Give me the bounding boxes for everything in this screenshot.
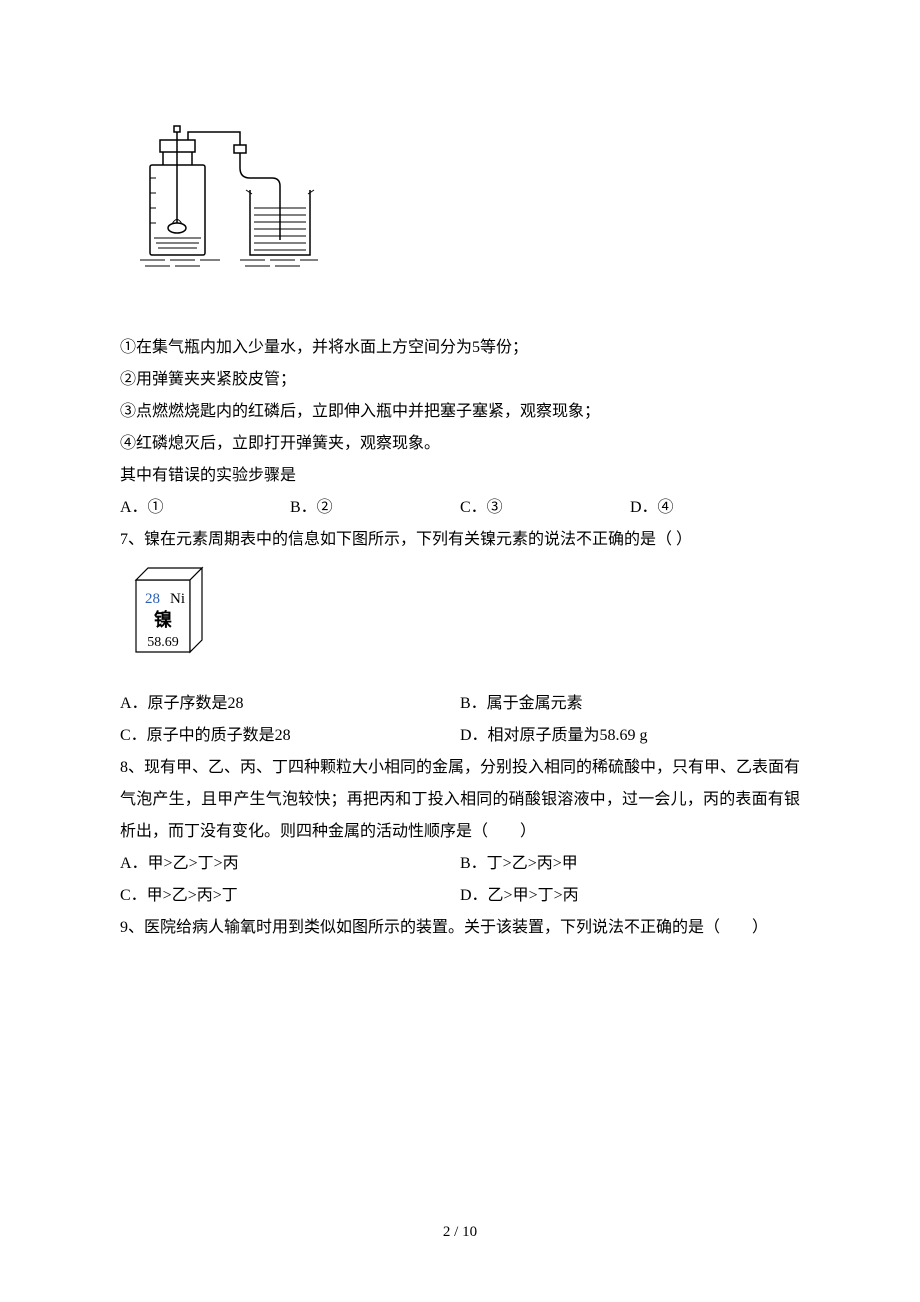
q8-opt-a: A．甲>乙>丁>丙 [120, 848, 460, 880]
q8-opt-b: B．丁>乙>丙>甲 [460, 848, 800, 880]
q9-stem: 9、医院给病人输氧时用到类似如图所示的装置。关于该装置，下列说法不正确的是（ ） [120, 912, 800, 944]
q7-options-row1: A．原子序数是28 B．属于金属元素 [120, 688, 800, 720]
q6-opt-a: A．① [120, 492, 290, 524]
q6-opt-d: D．④ [630, 492, 800, 524]
element-symbol: Ni [170, 591, 185, 607]
q7-stem: 7、镍在元素周期表中的信息如下图所示，下列有关镍元素的说法不正确的是（ ） [120, 524, 800, 556]
step-1: ①在集气瓶内加入少量水，并将水面上方空间分为5等份； [120, 332, 800, 364]
q6-opt-c: C．③ [460, 492, 630, 524]
apparatus-diagram [130, 120, 800, 292]
q8-stem: 8、现有甲、乙、丙、丁四种颗粒大小相同的金属，分别投入相同的稀硫酸中，只有甲、乙… [120, 752, 800, 848]
page: ①在集气瓶内加入少量水，并将水面上方空间分为5等份； ②用弹簧夹夹紧胶皮管； ③… [0, 0, 920, 1302]
page-footer: 2 / 10 [0, 1217, 920, 1247]
q8-opt-d: D．乙>甲>丁>丙 [460, 880, 800, 912]
step-2: ②用弹簧夹夹紧胶皮管； [120, 364, 800, 396]
q6-options: A．① B．② C．③ D．④ [120, 492, 800, 524]
element-name: 镍 [154, 609, 172, 630]
q7-opt-d: D．相对原子质量为58.69 g [460, 720, 800, 752]
q7-options-row2: C．原子中的质子数是28 D．相对原子质量为58.69 g [120, 720, 800, 752]
element-tile: 28 Ni 镍 58.69 [130, 566, 800, 678]
element-number: 28 [145, 591, 160, 607]
element-mass: 58.69 [147, 635, 179, 650]
q8-options-row1: A．甲>乙>丁>丙 B．丁>乙>丙>甲 [120, 848, 800, 880]
q8-opt-c: C．甲>乙>丙>丁 [120, 880, 460, 912]
q8-options-row2: C．甲>乙>丙>丁 D．乙>甲>丁>丙 [120, 880, 800, 912]
step-3: ③点燃燃烧匙内的红磷后，立即伸入瓶中并把塞子塞紧，观察现象； [120, 396, 800, 428]
step-4: ④红磷熄灭后，立即打开弹簧夹，观察现象。 [120, 428, 800, 460]
q7-opt-c: C．原子中的质子数是28 [120, 720, 460, 752]
q7-opt-b: B．属于金属元素 [460, 688, 800, 720]
step-lead: 其中有错误的实验步骤是 [120, 460, 800, 492]
q7-opt-a: A．原子序数是28 [120, 688, 460, 720]
q6-opt-b: B．② [290, 492, 460, 524]
